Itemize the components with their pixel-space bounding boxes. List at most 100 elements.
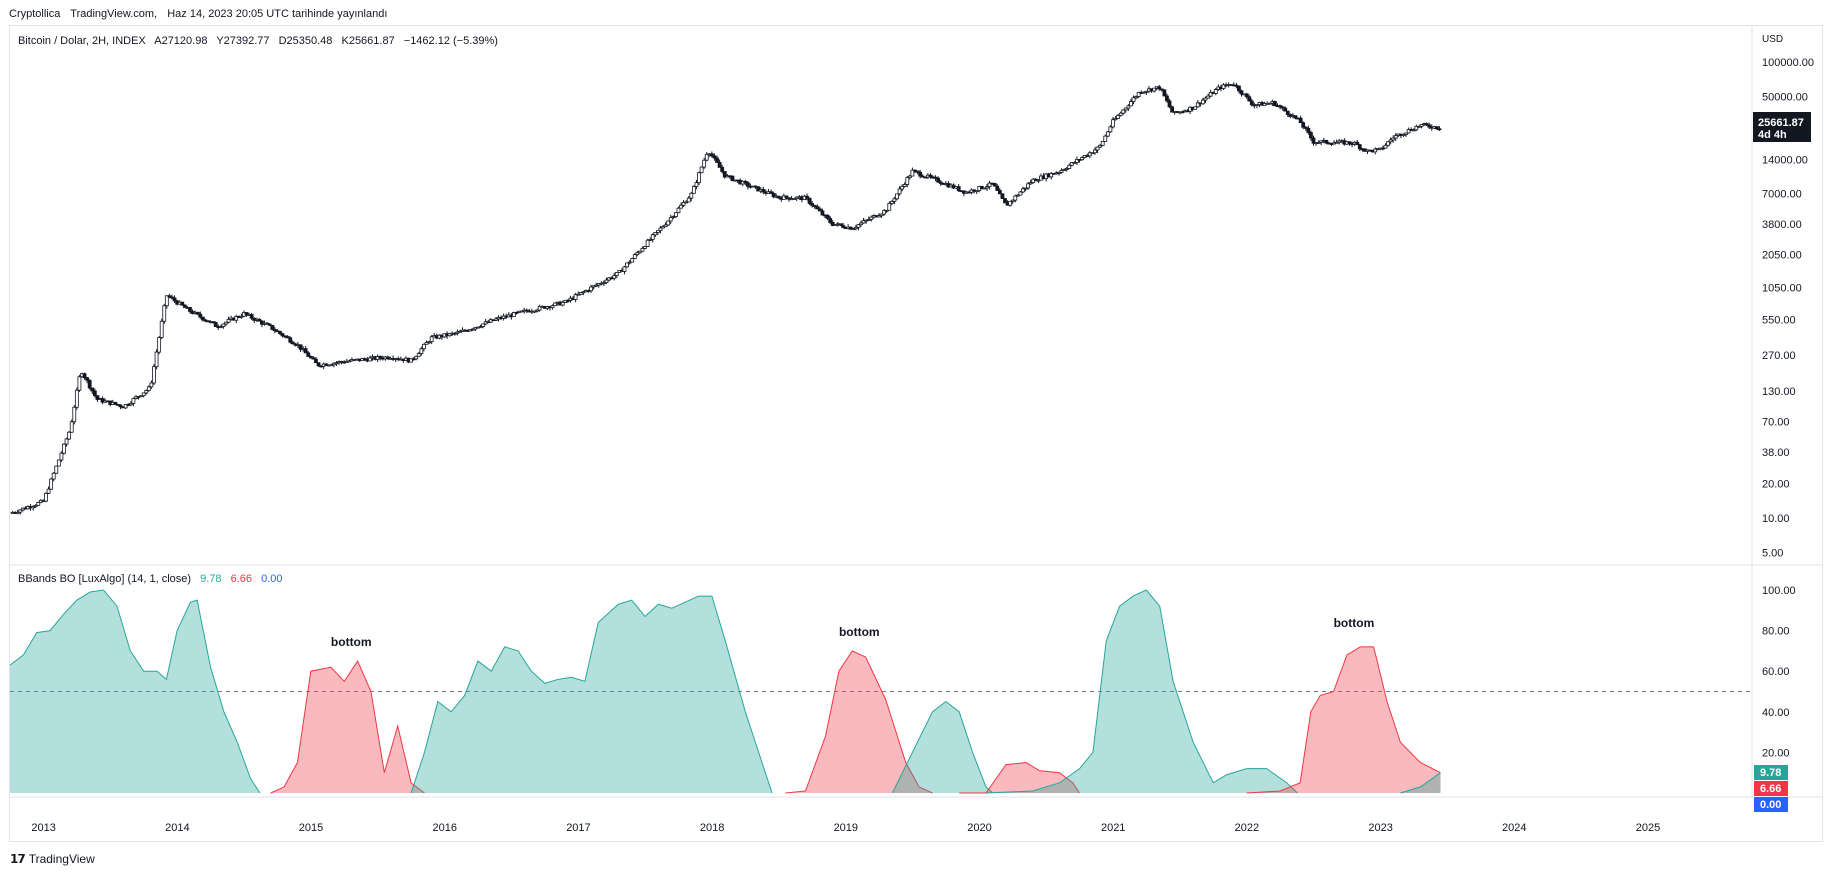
- candle-body: [676, 207, 681, 214]
- candle-body: [1406, 129, 1411, 134]
- candle-body: [54, 465, 59, 474]
- candle-body: [537, 306, 542, 311]
- candle-body: [1193, 106, 1198, 110]
- price-tick-label: 100000.00: [1762, 57, 1814, 69]
- candle-body: [1324, 139, 1329, 144]
- indicator-line-7: [1246, 646, 1441, 794]
- candle-body: [720, 167, 725, 172]
- candle-body: [1249, 100, 1254, 106]
- candle-body: [182, 304, 187, 308]
- candle-body: [419, 348, 424, 354]
- indicator-tick-label: 100.00: [1762, 585, 1796, 597]
- candle-body: [573, 294, 578, 300]
- candle-body: [260, 320, 264, 325]
- bottom-annotation: bottom: [1334, 616, 1375, 630]
- candle-body: [314, 358, 318, 364]
- candle-body: [902, 184, 907, 187]
- candle-body: [699, 166, 704, 174]
- price-tag-value: 25661.87: [1758, 117, 1804, 129]
- price-tick-label: 50000.00: [1762, 91, 1808, 103]
- candle-body: [792, 198, 797, 200]
- publish-site: TradingView.com,: [70, 8, 158, 20]
- candle-body: [1388, 139, 1393, 143]
- candle-body: [756, 186, 761, 192]
- candle-body: [614, 272, 619, 277]
- symbol-label[interactable]: Bitcoin / Dolar, 2H, INDEX: [18, 35, 146, 47]
- candle-body: [784, 195, 789, 199]
- indicator-tag-value: 0.00: [1760, 799, 1781, 811]
- candle-body: [226, 319, 231, 323]
- candle-body: [95, 395, 100, 400]
- candle-body: [1435, 126, 1439, 130]
- candle-body: [630, 258, 635, 263]
- publish-date: Haz 14, 2023 20:05 UTC tarihinde yayınla…: [167, 8, 388, 20]
- candle-body: [257, 318, 262, 322]
- chart-frame[interactable]: [9, 25, 1823, 842]
- candle-body: [1301, 122, 1306, 128]
- candle-body: [1244, 93, 1249, 98]
- open-value: A27120.98: [154, 35, 208, 47]
- candle-body: [928, 174, 933, 178]
- candle-body: [1424, 123, 1429, 126]
- candle-body: [1195, 102, 1200, 108]
- indicator-name[interactable]: BBands BO [LuxAlgo] (14, 1, close): [18, 573, 192, 585]
- candle-body: [1180, 111, 1185, 114]
- candle-body: [743, 180, 748, 184]
- candle-body: [1144, 90, 1149, 93]
- candle-body: [31, 506, 36, 509]
- candle-body: [1167, 100, 1172, 108]
- candle-body: [1306, 127, 1311, 133]
- low-value: D25350.48: [278, 35, 333, 47]
- candle-body: [1355, 141, 1360, 146]
- candle-body: [154, 351, 159, 368]
- candle-body: [627, 261, 632, 264]
- candle-body: [817, 208, 822, 212]
- candle-body: [1427, 124, 1432, 128]
- candle-body: [162, 305, 167, 322]
- candle-body: [452, 332, 457, 335]
- candle-body: [1303, 126, 1308, 129]
- candle-body: [298, 344, 303, 350]
- candle-body: [841, 224, 845, 228]
- indicator-line-1: [270, 660, 425, 794]
- time-tick-label: 2021: [1101, 822, 1125, 834]
- indicator-legend: BBands BO [LuxAlgo] (14, 1, close) 9.78 …: [18, 573, 289, 585]
- tradingview-logo[interactable]: 𝟭𝟳 TradingView: [10, 852, 95, 866]
- candle-body: [745, 182, 750, 187]
- candle-body: [1095, 146, 1100, 151]
- candle-body: [532, 310, 537, 313]
- candle-body: [267, 323, 272, 326]
- candle-body: [159, 320, 164, 338]
- candle-body: [514, 312, 519, 314]
- price-tick-label: 38.00: [1762, 447, 1790, 459]
- candle-body: [637, 250, 642, 254]
- candle-body: [1059, 169, 1064, 173]
- candle-body: [884, 209, 889, 212]
- candle-body: [1283, 107, 1288, 112]
- candle-body: [645, 239, 650, 247]
- time-tick-label: 2018: [700, 822, 724, 834]
- candle-body: [1064, 168, 1069, 170]
- candle-body: [157, 337, 162, 353]
- candle-body: [494, 318, 498, 321]
- candle-body: [866, 219, 871, 221]
- publish-author: Cryptollica: [9, 8, 61, 20]
- indicator-tag-value: 9.78: [1760, 767, 1781, 779]
- candle-body: [1134, 96, 1139, 99]
- price-tick-label: 7000.00: [1762, 189, 1802, 201]
- candle-body: [825, 214, 830, 219]
- candle-body: [992, 183, 997, 187]
- candle-body: [234, 316, 239, 321]
- time-tick-label: 2013: [31, 822, 55, 834]
- candle-body: [378, 356, 383, 359]
- candle-body: [1247, 96, 1252, 102]
- candle-body: [604, 279, 609, 284]
- candle-body: [512, 312, 516, 318]
- candle-body: [936, 177, 941, 183]
- candle-body: [578, 292, 583, 295]
- candle-body: [180, 301, 185, 306]
- candle-body: [139, 395, 144, 398]
- candle-body: [280, 333, 285, 337]
- candle-body: [671, 216, 676, 218]
